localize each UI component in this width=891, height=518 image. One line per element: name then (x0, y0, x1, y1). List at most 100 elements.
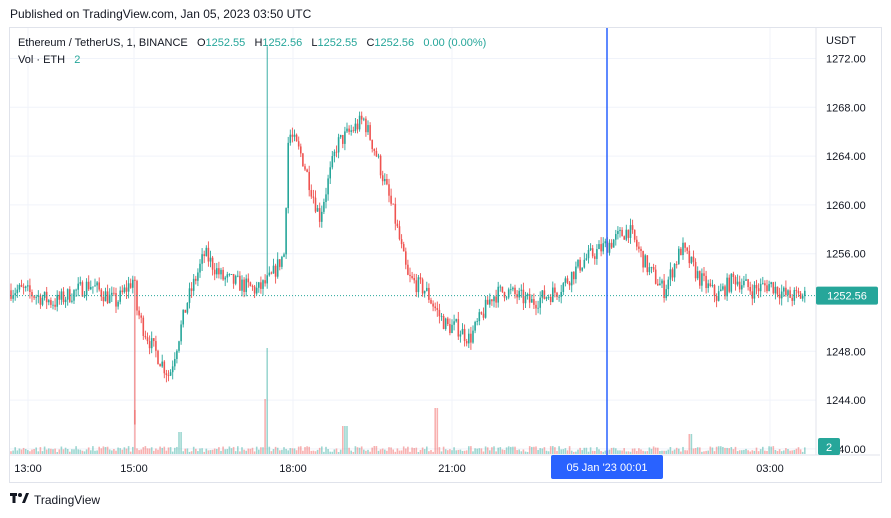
candle-body (648, 267, 651, 273)
candle-body (75, 289, 77, 291)
volume-bar (686, 450, 688, 454)
candle-body (579, 259, 581, 271)
candle-body (192, 278, 195, 291)
volume-bar (434, 408, 436, 454)
candle-body (321, 211, 323, 222)
candle-body (325, 194, 327, 202)
volume-bar (348, 447, 350, 454)
candle-body (161, 361, 163, 367)
volume-bar (171, 451, 174, 454)
candle-body (436, 308, 439, 310)
volume-bar (37, 451, 40, 454)
volume-bar (787, 449, 789, 454)
tradingview-logo-text: TradingView (34, 492, 101, 507)
candle-body (188, 288, 191, 303)
volume-bar (342, 426, 344, 454)
volume-bar (24, 448, 27, 454)
candle-body (638, 246, 640, 249)
candle-body (657, 283, 659, 286)
candle-body (486, 299, 489, 305)
candle-body (360, 115, 363, 120)
candle-body (295, 134, 298, 142)
volume-bar (333, 449, 336, 454)
volume-bar (96, 450, 98, 454)
volume-bar (524, 451, 527, 454)
tradingview-logo[interactable]: TradingView (10, 492, 100, 507)
volume-bar (360, 446, 363, 454)
candle-body (218, 268, 220, 275)
candle-body (501, 286, 504, 293)
volume-bar (190, 451, 193, 454)
volume-bar (791, 450, 793, 454)
volume-bar (56, 451, 58, 454)
volume-bar (312, 450, 315, 454)
candle-body (342, 135, 344, 144)
volume-bar (388, 447, 390, 454)
volume-bar (457, 449, 460, 454)
candle-body (358, 115, 361, 130)
volume-bar (392, 449, 394, 454)
volume-bar (652, 446, 655, 454)
candle-body (701, 273, 703, 286)
volume-bar (243, 449, 245, 454)
volume-bar (350, 450, 352, 454)
volume-bar (560, 449, 562, 454)
x-tick-label: 18:00 (279, 463, 307, 475)
candle-body (69, 289, 71, 302)
volume-bar (323, 451, 325, 454)
volume-bar (669, 447, 672, 454)
candle-body (505, 297, 508, 299)
low-value: 1252.55 (317, 37, 358, 49)
volume-bar (673, 449, 676, 454)
volume-bar (665, 450, 667, 454)
candle-body (211, 257, 214, 270)
candle-body (535, 304, 537, 309)
volume-bar (407, 446, 409, 454)
candle-body (375, 150, 378, 157)
candle-body (365, 118, 367, 133)
volume-bar (134, 410, 136, 454)
candle-body (186, 302, 189, 313)
volume-bar (375, 446, 378, 454)
volume-bar (768, 446, 770, 454)
volume-bar (142, 447, 145, 454)
candle-body (115, 293, 117, 307)
candle-body (442, 315, 445, 330)
candle-body (270, 272, 273, 274)
candle-body (585, 258, 588, 260)
volume-bar (636, 450, 638, 454)
volume-bar (83, 451, 86, 454)
volume-bar (197, 451, 199, 454)
last-price-tag (816, 286, 878, 305)
volume-bar (774, 449, 777, 454)
volume-bar (258, 449, 260, 454)
candle-body (428, 287, 430, 300)
volume-bar (741, 450, 743, 454)
volume-bar (449, 449, 451, 454)
candle-body (457, 319, 460, 337)
volume-bar (62, 449, 65, 454)
candle-body (596, 249, 598, 259)
volume-bar (709, 446, 712, 454)
chart-frame[interactable] (9, 27, 882, 483)
candle-body (783, 287, 785, 292)
volume-bar (726, 447, 728, 454)
volume-bar (747, 450, 749, 454)
volume-bar (201, 448, 203, 454)
volume-bar (650, 448, 653, 454)
volume-bar (598, 449, 600, 454)
candle-body (266, 275, 268, 284)
candle-body (209, 257, 212, 262)
volume-bar (100, 448, 103, 454)
volume-bar (45, 449, 48, 454)
symbol-title: Ethereum / TetherUS, 1, BINANCE (18, 37, 188, 49)
volume-bar (421, 447, 424, 454)
volume-bar (778, 449, 781, 454)
volume-bar (591, 450, 594, 454)
volume-bar (804, 447, 806, 454)
volume-bar (789, 450, 791, 454)
close-value: 1252.56 (374, 37, 415, 49)
candle-body (421, 279, 424, 294)
candle-body (528, 293, 531, 303)
